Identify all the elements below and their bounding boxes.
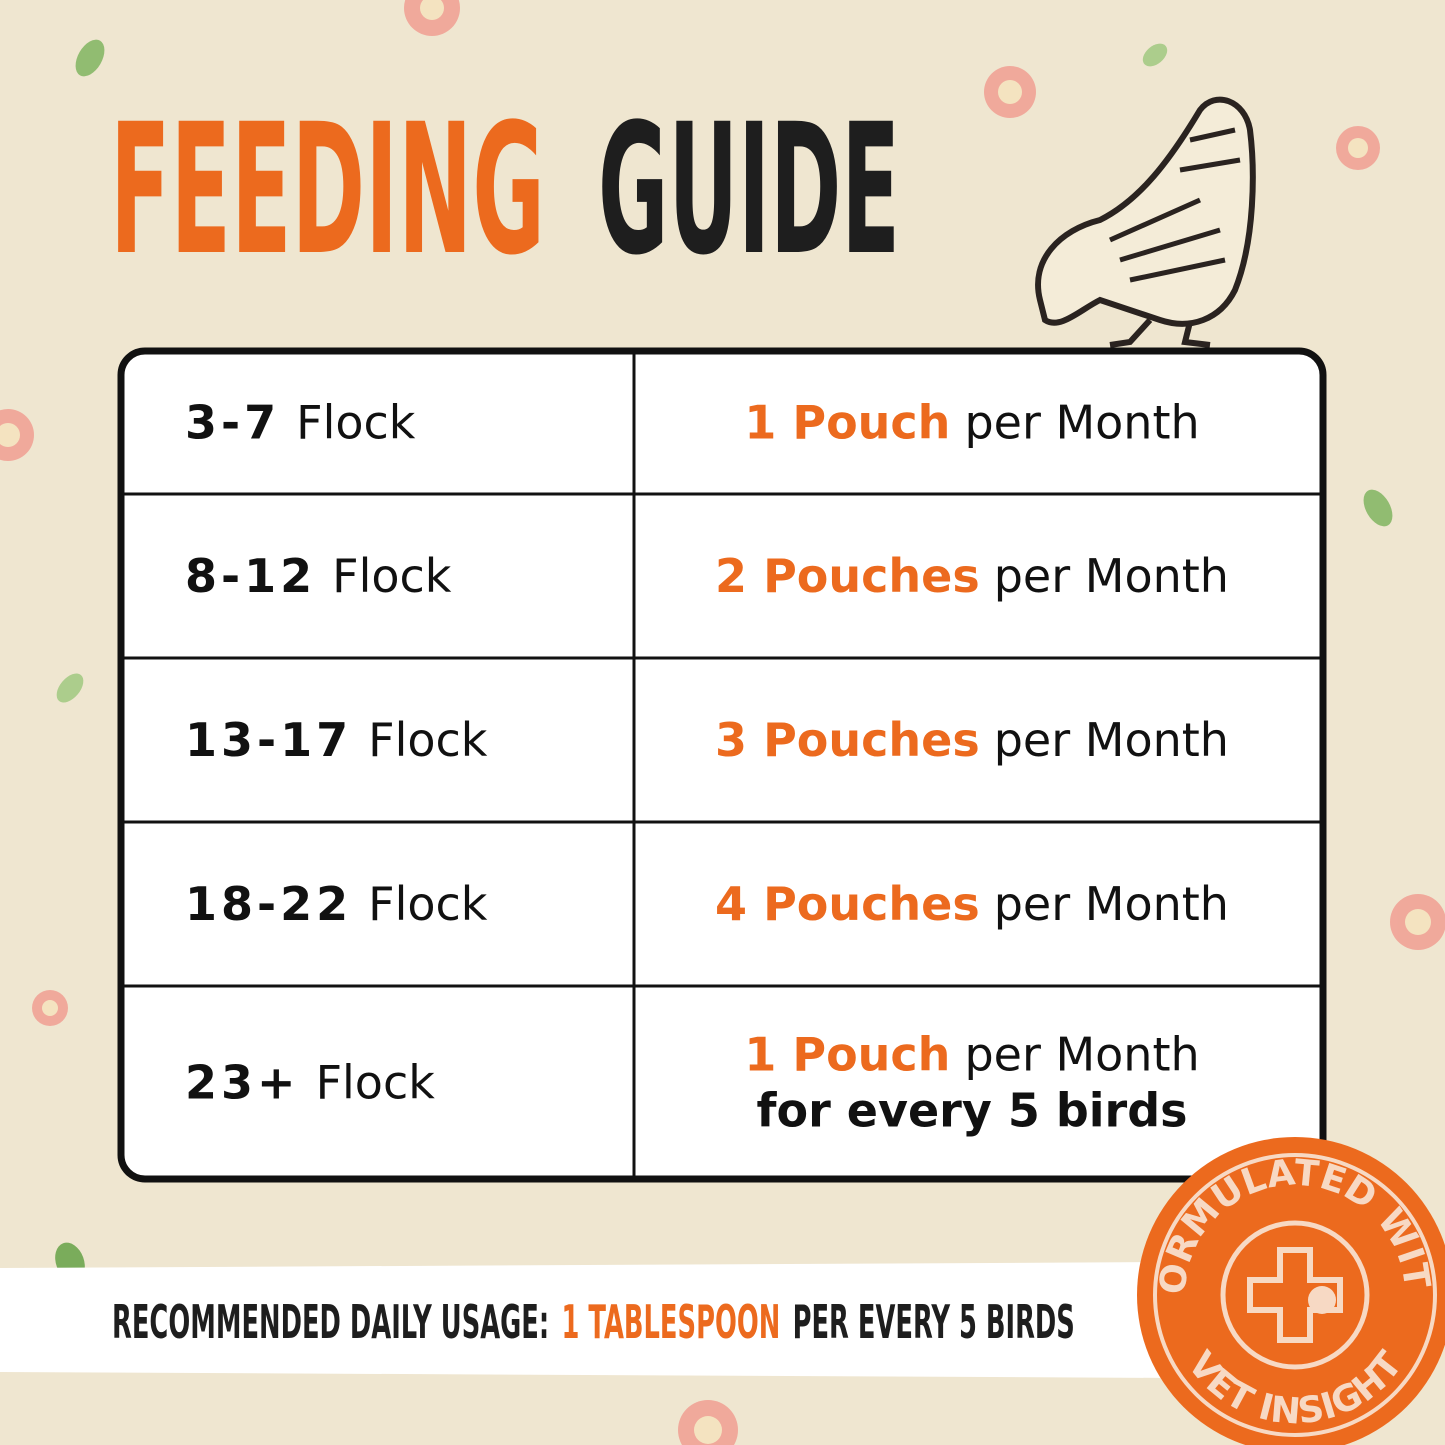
flock-count: 3-7 [185, 396, 280, 450]
amount-quantity: 4 Pouches [715, 877, 980, 931]
flock-label: Flock [316, 1056, 436, 1110]
flock-cell: 8-12 Flock [185, 549, 452, 603]
table-frame [117, 347, 1327, 1183]
title-accent: FEEDING [110, 86, 545, 295]
amount-rest: per Month [994, 713, 1229, 767]
footer-amount: 1 TABLESPOON [562, 1295, 781, 1349]
amount-quantity: 2 Pouches [715, 549, 980, 603]
footer: RECOMMENDED DAILY USAGE: 1 TABLESPOON PER … [112, 1295, 1075, 1349]
footer-text: RECOMMENDED DAILY USAGE: 1 TABLESPOON PER … [112, 1295, 1075, 1349]
flock-cell: 23+ Flock [185, 1056, 435, 1110]
amount-cell: 2 Pouches per Month [715, 549, 1229, 603]
footer-band [0, 1262, 1180, 1378]
flock-cell: 3-7 Flock [185, 396, 416, 450]
flock-cell: 18-22 Flock [185, 877, 488, 931]
table [117, 347, 1327, 1183]
amount-cell: 4 Pouches per Month [715, 877, 1229, 931]
flock-count: 13-17 [185, 713, 352, 767]
table-rows: 3-7 Flock 1 Pouch per Month 8-12 Flock 2 Pouch… [185, 396, 1229, 1138]
amount-quantity: 1 Pouch [744, 396, 950, 450]
flock-cell: 13-17 Flock [185, 713, 488, 767]
flock-label: Flock [368, 713, 488, 767]
amount-quantity: 1 Pouch [744, 1028, 950, 1082]
amount-cell: 1 Pouch per Month [744, 396, 1199, 450]
footer-rest: PER EVERY 5 BIRDS [793, 1295, 1075, 1349]
amount-cell: 1 Pouch per Month [744, 1028, 1199, 1082]
flock-label: Flock [332, 549, 452, 603]
flock-count: 23+ [185, 1056, 300, 1110]
chicken-illustration [1035, 96, 1256, 348]
amount-quantity: 3 Pouches [715, 713, 980, 767]
amount-rest: per Month [994, 877, 1229, 931]
amount-rest: per Month [964, 396, 1199, 450]
flock-label: Flock [368, 877, 488, 931]
amount-cell: 3 Pouches per Month [715, 713, 1229, 767]
footer-label: RECOMMENDED DAILY USAGE: [112, 1295, 549, 1349]
title-main: GUIDE [598, 86, 900, 295]
flock-label: Flock [296, 396, 416, 450]
amount-rest: per Month [964, 1028, 1199, 1082]
flock-count: 8-12 [185, 549, 316, 603]
amount-note: for every 5 birds [756, 1084, 1187, 1138]
amount-rest: per Month [994, 549, 1229, 603]
flock-count: 18-22 [185, 877, 352, 931]
